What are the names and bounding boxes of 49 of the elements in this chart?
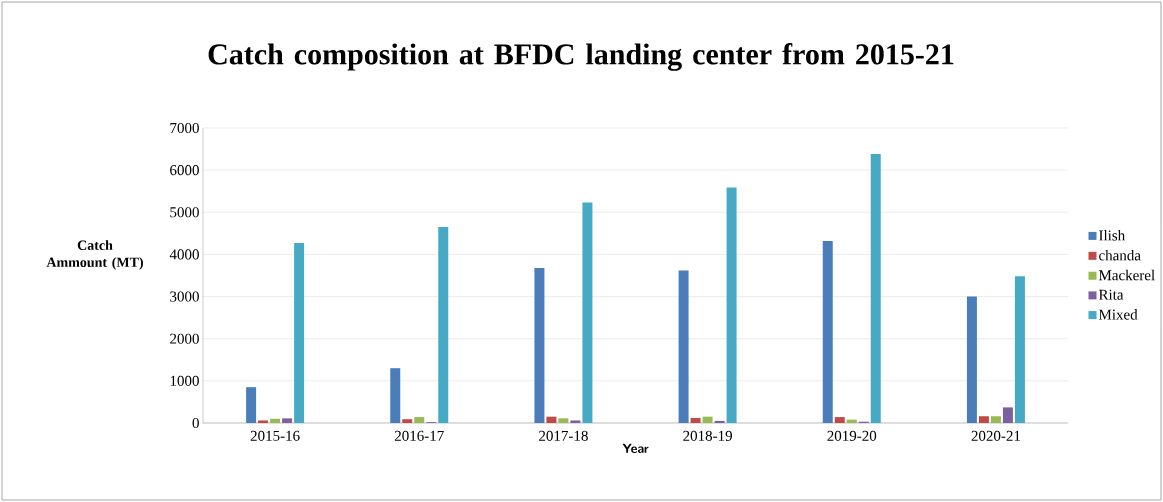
bar	[834, 417, 845, 423]
y-tick-label: 5000	[170, 207, 199, 218]
y-tick-label: 0	[192, 417, 199, 429]
bar	[402, 419, 413, 423]
x-tick-label: 2017-18	[539, 430, 588, 441]
legend-label: Ilish	[1099, 229, 1125, 241]
bar	[966, 296, 977, 423]
bar	[270, 418, 281, 423]
bar	[414, 417, 425, 423]
bar	[690, 417, 701, 423]
bar	[978, 416, 989, 423]
bar	[570, 420, 581, 423]
bar	[870, 154, 881, 423]
y-tick-label: 6000	[170, 165, 199, 176]
bar	[726, 187, 737, 423]
bar	[246, 387, 257, 423]
x-tick-label: 2018-19	[683, 430, 732, 441]
y-tick-label: 4000	[169, 249, 199, 260]
bar	[294, 243, 305, 423]
x-axis-title: Year	[622, 443, 649, 453]
y-tick-label: 3000	[170, 291, 199, 302]
bar	[582, 202, 593, 423]
bar	[546, 416, 557, 423]
bar	[534, 267, 545, 423]
y-axis-title: Catch Ammount (MT)	[46, 240, 143, 270]
bar	[1002, 407, 1013, 423]
x-tick-label: 2015-16	[250, 430, 300, 441]
bar	[558, 418, 569, 423]
bar	[258, 420, 269, 423]
legend-label: Mixed	[1098, 309, 1138, 320]
legend-label: Rita	[1098, 289, 1124, 300]
chart-title: Catch composition at BFDC landing center from 2015-21	[208, 43, 954, 71]
x-tick-label: 2019-20	[827, 430, 877, 441]
x-tick-label: 2016-17	[394, 430, 444, 441]
bar	[390, 368, 401, 423]
legend-label: chanda	[1099, 249, 1141, 261]
bar	[990, 416, 1001, 423]
bar	[438, 227, 449, 423]
bar	[678, 270, 689, 423]
bar	[714, 420, 725, 423]
bar	[1014, 276, 1025, 423]
legend-label: Mackerel	[1098, 269, 1155, 281]
y-tick-label: 1000	[170, 375, 199, 386]
y-tick-label: 7000	[170, 122, 199, 134]
x-tick-label: 2020-21	[971, 430, 1021, 441]
bar	[822, 240, 833, 423]
bar	[282, 418, 293, 423]
bar	[702, 416, 713, 423]
y-tick-label: 2000	[170, 333, 199, 344]
